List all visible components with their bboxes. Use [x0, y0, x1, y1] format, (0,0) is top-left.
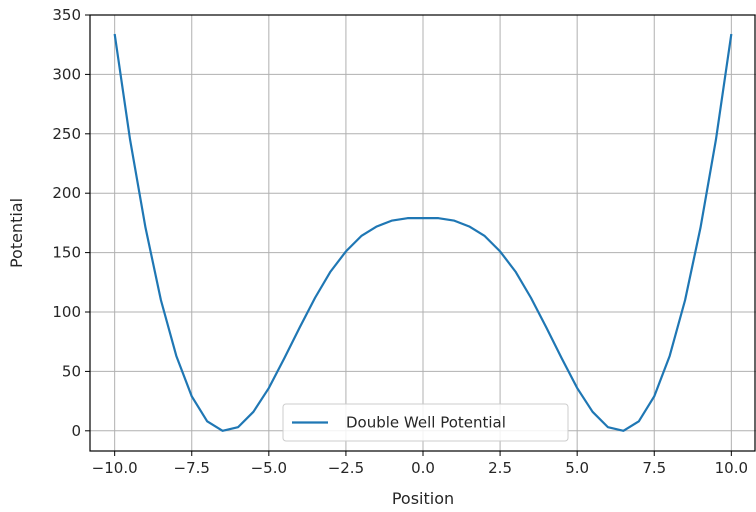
y-tick-label: 0	[71, 422, 81, 440]
legend-box	[282, 403, 569, 442]
y-tick-label: 50	[62, 362, 81, 380]
y-tick-label: 150	[52, 244, 81, 262]
y-axis-label: Potential	[7, 198, 26, 268]
y-tick-label: 100	[52, 303, 81, 321]
x-axis: −10.0 −7.5 −5.0 −2.5 0.0 2.5 5.0 7.5 10.0	[92, 451, 748, 477]
x-tick-label: 7.5	[642, 459, 666, 477]
x-tick-label: −2.5	[328, 459, 364, 477]
y-tick-label: 350	[52, 6, 81, 24]
y-tick-label: 200	[52, 184, 81, 202]
x-tick-label: −5.0	[251, 459, 287, 477]
y-tick-label: 250	[52, 125, 81, 143]
x-tick-label: 0.0	[411, 459, 435, 477]
x-tick-label: −10.0	[92, 459, 138, 477]
series-layer	[113, 33, 733, 432]
x-axis-label: Position	[392, 489, 454, 508]
legend-label: Double Well Potential	[346, 414, 506, 432]
legend: Double Well Potential	[282, 403, 569, 442]
y-axis: 0 50 100 150 200 250 300 350	[52, 6, 90, 440]
grid-lines	[90, 14, 756, 451]
x-tick-label: −7.5	[174, 459, 210, 477]
x-tick-label: 2.5	[488, 459, 512, 477]
y-tick-label: 300	[52, 65, 81, 83]
x-tick-label: 10.0	[715, 459, 748, 477]
series-line	[113, 33, 733, 432]
x-tick-label: 5.0	[565, 459, 589, 477]
